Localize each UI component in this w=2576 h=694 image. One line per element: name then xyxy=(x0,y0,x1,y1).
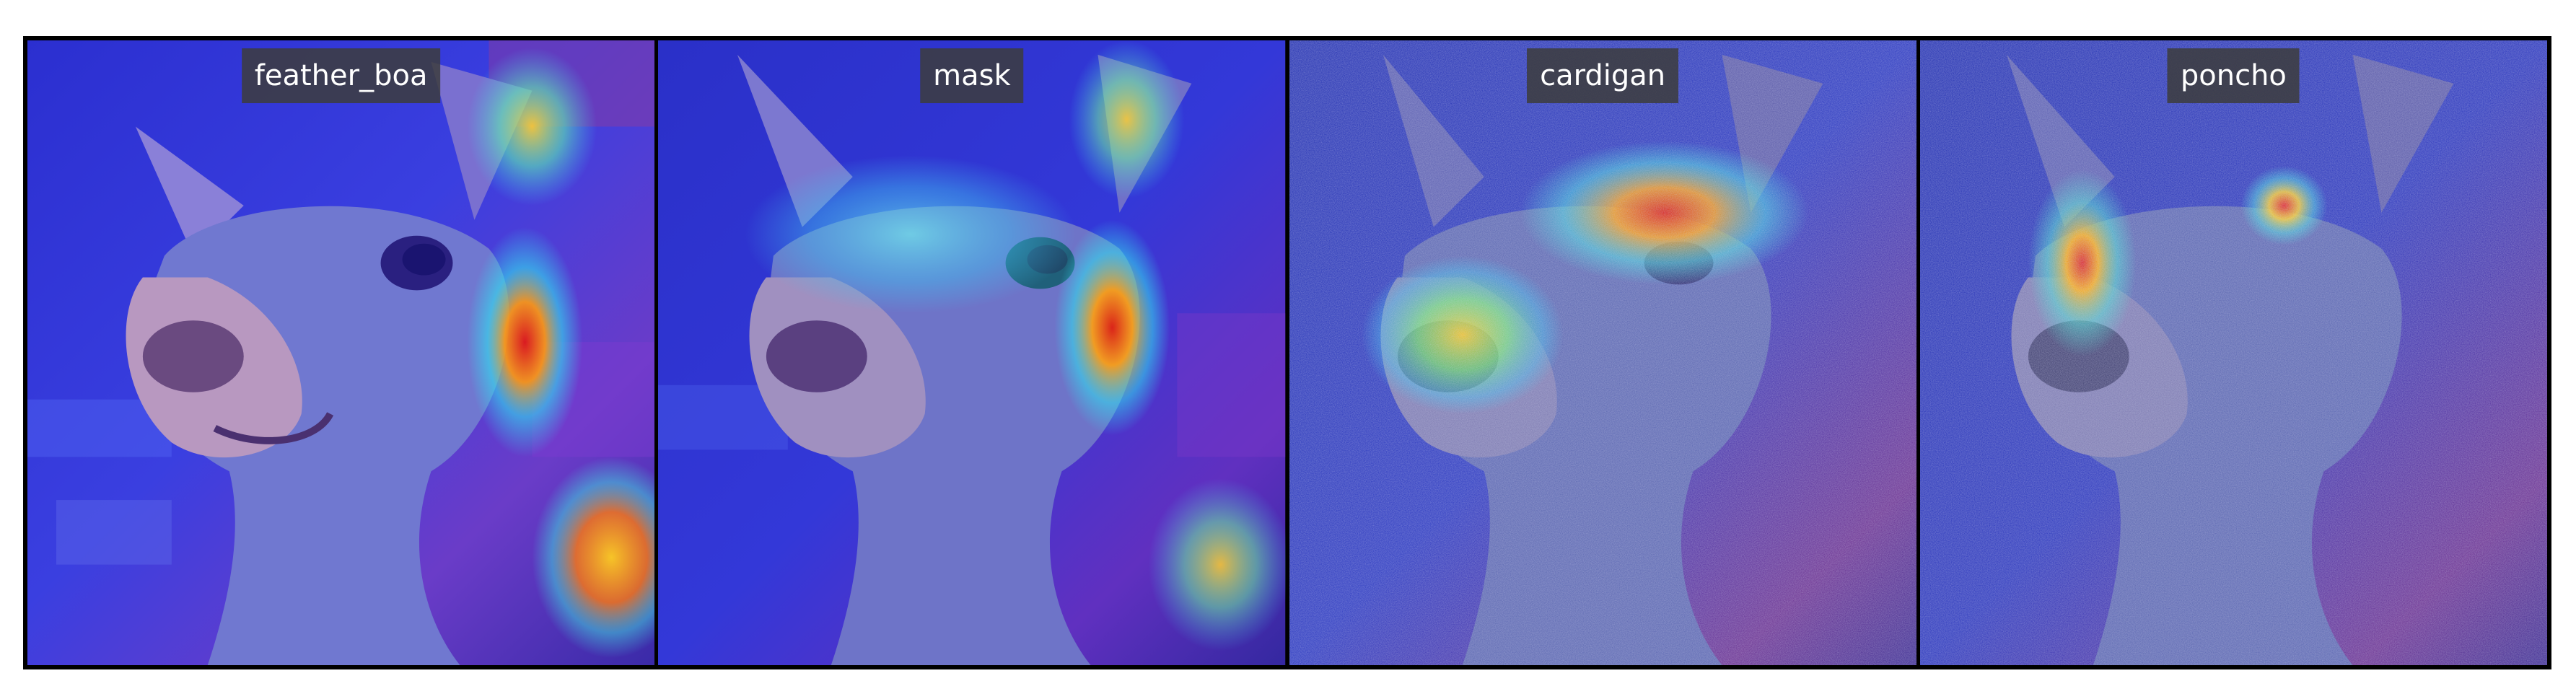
panel-feather-boa: feather_boa xyxy=(27,40,655,665)
llama-image-cardigan xyxy=(1289,40,1916,665)
panel-label: feather_boa xyxy=(241,48,441,103)
panel-label: cardigan xyxy=(1527,48,1679,103)
panel-poncho: poncho xyxy=(1916,40,2547,665)
llama-image-mask xyxy=(658,40,1286,665)
llama-image-feather-boa xyxy=(27,40,655,665)
panel-mask: mask xyxy=(654,40,1286,665)
panel-cardigan: cardigan xyxy=(1285,40,1916,665)
panel-label: mask xyxy=(920,48,1024,103)
llama-image-poncho xyxy=(1919,40,2547,665)
panel-label: poncho xyxy=(2167,48,2300,103)
attribution-figure: feather_boa xyxy=(23,36,2551,669)
